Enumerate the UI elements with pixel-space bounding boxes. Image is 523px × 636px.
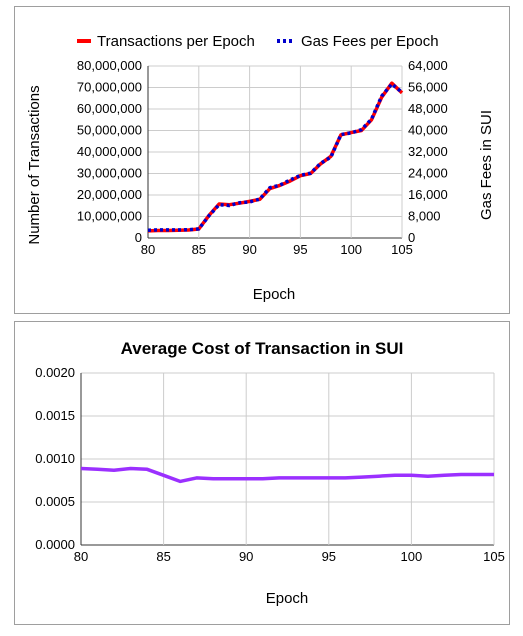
bottom-x-tick-label: 100 [401,549,423,564]
top-y-tick-label: 20,000,000 [77,187,142,202]
bottom-x-axis-title: Epoch [266,590,309,607]
top-y2-tick-label: 64,000 [408,58,448,73]
top-x-tick-label: 80 [141,242,155,257]
top-y2-axis-title: Gas Fees in SUI [478,110,495,220]
average-cost-chart: Average Cost of Transaction in SUI 0.000… [35,339,505,607]
top-x-tick-label: 85 [192,242,206,257]
bottom-x-tick-label: 105 [483,549,505,564]
transactions-line [147,81,404,233]
legend-label-gas-fees: Gas Fees per Epoch [301,33,439,50]
bottom-series-lines [80,466,494,484]
bottom-x-tick-label: 90 [239,549,253,564]
legend-label-transactions: Transactions per Epoch [97,33,255,50]
top-y-axis-title: Number of Transactions [26,85,43,244]
top-y2-tick-label: 40,000 [408,123,448,138]
bottom-y-tick-label: 0.0010 [35,451,75,466]
bottom-y-tick-label: 0.0000 [35,537,75,552]
top-y2-tick-label: 8,000 [408,209,441,224]
bottom-y-tick-label: 0.0020 [35,365,75,380]
top-y2-tick-label: 16,000 [408,187,448,202]
top-y-tick-label: 70,000,000 [77,80,142,95]
top-y2-tick-label: 56,000 [408,80,448,95]
bottom-y-tick-label: 0.0015 [35,408,75,423]
average-cost-chart-panel: Average Cost of Transaction in SUI 0.000… [14,321,510,625]
top-y-tick-label: 30,000,000 [77,166,142,181]
top-x-axis-title: Epoch [253,286,296,303]
bottom-x-tick-label: 95 [322,549,336,564]
transactions-gas-chart: 0 10,000,000 20,000,000 30,000,000 40,000,00… [26,33,495,303]
average-cost-line [80,466,494,484]
top-y-tick-label: 60,000,000 [77,101,142,116]
top-y2-tick-label: 32,000 [408,144,448,159]
bottom-x-tick-label: 85 [156,549,170,564]
top-y-tick-label: 50,000,000 [77,123,142,138]
top-y-tick-label: 80,000,000 [77,58,142,73]
top-y-tick-label: 40,000,000 [77,144,142,159]
top-y-tick-label: 10,000,000 [77,209,142,224]
top-x-tick-label: 100 [340,242,362,257]
top-x-tick-label: 95 [293,242,307,257]
top-y2-tick-label: 0 [408,230,415,245]
gas-fees-line [147,82,404,232]
top-tick-labels: 0 10,000,000 20,000,000 30,000,000 40,000,00… [77,58,448,257]
top-legend: Transactions per Epoch Gas Fees per Epoc… [77,33,439,50]
bottom-grid [80,372,495,546]
bottom-x-tick-label: 80 [74,549,88,564]
bottom-chart-title: Average Cost of Transaction in SUI [121,339,404,358]
transactions-gas-chart-panel: 0 10,000,000 20,000,000 30,000,000 40,000,00… [14,6,510,314]
bottom-y-tick-label: 0.0005 [35,494,75,509]
bottom-tick-labels: 0.0000 0.0005 0.0010 0.0015 0.0020 80 85 90 95 10… [35,365,505,564]
top-series-lines [147,81,404,233]
top-grid [147,65,403,239]
top-y2-tick-label: 24,000 [408,166,448,181]
top-x-tick-label: 90 [242,242,256,257]
top-y-tick-label: 0 [135,230,142,245]
top-y2-tick-label: 48,000 [408,101,448,116]
top-x-tick-label: 105 [391,242,413,257]
